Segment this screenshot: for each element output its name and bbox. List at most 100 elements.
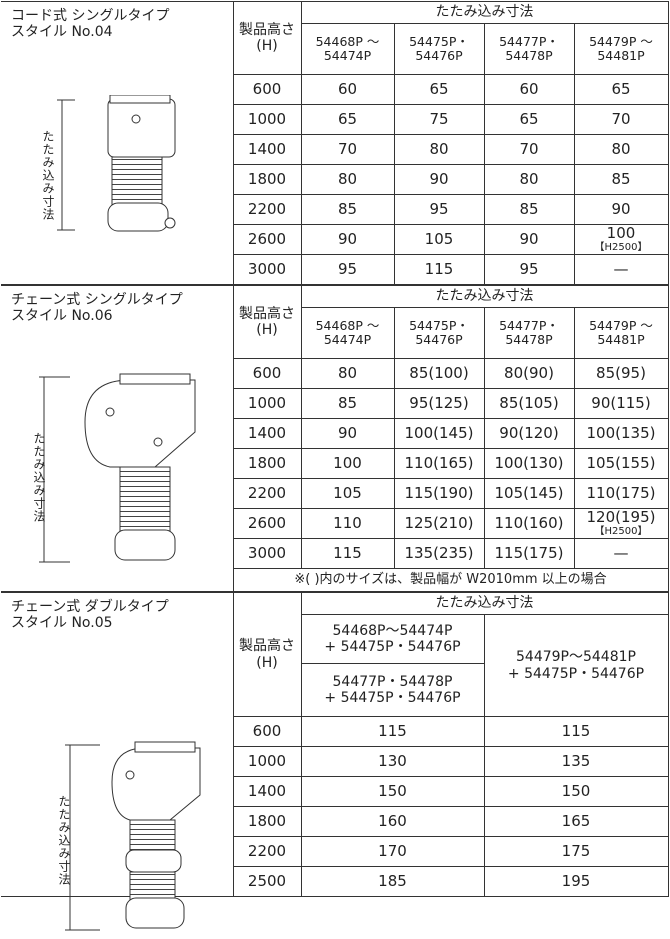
illustration: たたみ込み寸法: [30, 94, 210, 240]
section-table: チェーン式 ダブルタイプ スタイル No.05 製品高さ (H) たたみ込み寸法 5446…: [1, 592, 669, 897]
text: 54477P・: [499, 33, 559, 49]
column-header: 54479P～54481P + 54475P・54476P: [483, 614, 669, 717]
data-row: 2500 185 195: [1, 866, 669, 897]
text: 95: [337, 259, 358, 278]
data-row: 3000 115 135(235) 115(175) —: [1, 538, 669, 569]
text: 90(115): [591, 393, 651, 412]
text: 115: [424, 259, 454, 278]
value-cell: 195: [483, 866, 669, 897]
text: たたみ込み寸法: [435, 595, 534, 612]
text: 105: [333, 483, 362, 502]
value-cell: 115: [393, 254, 485, 285]
group-header: たたみ込み寸法: [300, 592, 669, 615]
text: —: [613, 543, 629, 562]
text: 1000: [247, 109, 287, 128]
value-cell: 165: [483, 806, 669, 837]
column-header: 54468P ～ 54474P: [300, 23, 395, 75]
height-cell: 600: [232, 74, 302, 105]
value-cell: 65: [483, 104, 575, 135]
text: 1000: [247, 751, 287, 770]
text: チェーン式 シングルタイプ: [11, 292, 183, 308]
text: 600: [252, 721, 282, 740]
data-row: 600 115 115: [1, 716, 669, 747]
text: 85: [337, 393, 358, 412]
data-row: 1800 160 165: [1, 806, 669, 837]
value-cell: 80: [393, 134, 485, 165]
height-cell: 3000: [232, 254, 302, 285]
text: 54476P: [415, 48, 463, 63]
column-header: 54479P ～ 54481P: [573, 23, 669, 75]
value-cell: 170: [300, 836, 485, 867]
text: 54477P・54478P: [332, 673, 453, 690]
text: スタイル No.04: [11, 24, 113, 41]
group-header: たたみ込み寸法: [300, 1, 669, 24]
text: 125(210): [404, 513, 474, 532]
header-row: チェーン式 ダブルタイプ スタイル No.05 製品高さ (H) たたみ込み寸法: [1, 592, 669, 897]
value-cell: 90: [573, 194, 669, 225]
value-cell: 115(175): [483, 538, 575, 569]
text: 120(195): [586, 508, 656, 527]
text: 製品高さ: [239, 21, 295, 38]
text: 110(160): [494, 513, 564, 532]
text: 2200: [247, 199, 287, 218]
value-cell: 90(115): [573, 388, 669, 419]
value-cell: 115(190): [393, 478, 485, 509]
text: 65: [429, 79, 449, 98]
column-header: 54477P・54478P + 54475P・54476P: [300, 663, 485, 717]
height-cell: 600: [232, 716, 302, 747]
height-cell: 1800: [232, 448, 302, 479]
text: 2600: [247, 229, 287, 248]
value-cell: 105(145): [483, 478, 575, 509]
value-cell: —: [573, 254, 669, 285]
text: 105: [424, 229, 454, 248]
text: 100(130): [494, 453, 564, 472]
value-cell: 85: [483, 194, 575, 225]
text: ※( )内のサイズは、製品幅が W2010mm 以上の場合: [294, 571, 607, 587]
text: たたみ込み寸法: [435, 4, 534, 21]
text: 115: [378, 721, 407, 740]
dimension-label: たたみ込み寸法: [41, 130, 55, 221]
text: 100: [333, 453, 362, 472]
text: 90: [429, 169, 449, 188]
height-cell: 1000: [232, 388, 302, 419]
text: 100(145): [404, 423, 474, 442]
value-cell: 80(90): [483, 358, 575, 389]
value-cell: 105: [393, 224, 485, 255]
note: ※( )内のサイズは、製品幅が W2010mm 以上の場合: [232, 568, 669, 592]
value-cell: 100(135): [573, 418, 669, 449]
text: 54476P: [415, 332, 463, 347]
text: スタイル No.05: [11, 615, 113, 632]
text: 600: [252, 363, 282, 382]
text: 90(120): [499, 423, 559, 442]
value-cell: 95: [483, 254, 575, 285]
drawing: [65, 741, 201, 931]
text: 90: [337, 229, 358, 248]
value-cell: 70: [573, 104, 669, 135]
value-cell: 80: [300, 164, 395, 195]
header-row: チェーン式 シングルタイプ スタイル No.06 製品高さ (H) たたみ込み寸法: [1, 285, 669, 592]
text: 95: [429, 199, 449, 218]
height-cell: 2500: [232, 866, 302, 897]
text: 54479P ～: [589, 317, 653, 333]
text: 65: [519, 109, 539, 128]
text: 54475P・: [409, 317, 469, 333]
text: 3000: [247, 259, 287, 278]
column-header: 54468P～54474P + 54475P・54476P: [300, 614, 485, 664]
text: 150: [378, 781, 407, 800]
text: 80(90): [504, 363, 554, 382]
text: 85: [611, 169, 631, 188]
illustration: たたみ込み寸法: [30, 372, 210, 567]
value-cell: 115: [300, 538, 395, 569]
text: 54468P ～: [315, 317, 380, 333]
data-row: 1400 90 100(145) 90(120) 100(135): [1, 418, 669, 449]
data-row: 2200 85 95 85 90: [1, 194, 669, 225]
text: 1400: [247, 423, 287, 442]
value-cell: 95: [300, 254, 395, 285]
data-row: 3000 95 115 95 —: [1, 254, 669, 285]
text: 195: [561, 871, 591, 890]
value-cell: 175: [483, 836, 669, 867]
text: 170: [378, 841, 407, 860]
value-cell: 115: [300, 716, 485, 747]
text: 54478P: [505, 332, 553, 347]
